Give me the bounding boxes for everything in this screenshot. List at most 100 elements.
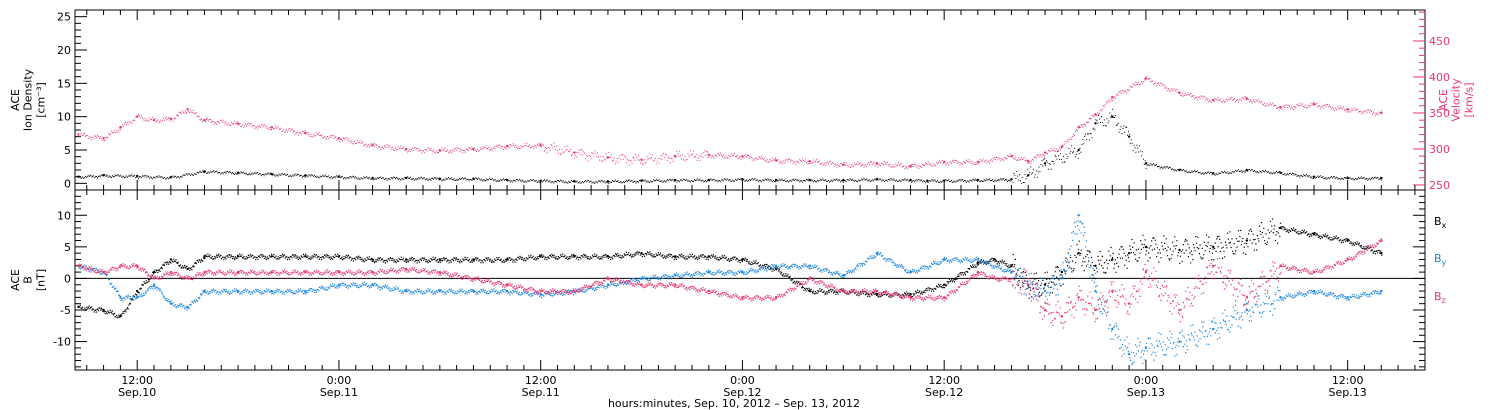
axis-label-line: Velocity: [1450, 78, 1463, 122]
series-bz: [77, 238, 1383, 329]
x-tick-date-label: Sep.13: [1127, 386, 1165, 399]
data-point: [1094, 289, 1097, 293]
legend-symbol: B: [1434, 215, 1442, 228]
series-trace: [78, 108, 1383, 185]
data-point: [539, 144, 542, 147]
axis-label-line: Ion Density: [22, 68, 35, 131]
data-point: [1043, 289, 1047, 293]
data-point: [1060, 277, 1064, 280]
legend-symbol: B: [1434, 252, 1442, 265]
series-velocity: [77, 76, 1383, 170]
data-point: [976, 261, 980, 264]
x-tick-date-label: Sep.12: [925, 386, 963, 399]
data-point: [1111, 289, 1114, 293]
data-point: [1111, 95, 1114, 99]
data-point: [1346, 108, 1349, 111]
data-point: [1077, 148, 1080, 152]
left-tick-label: -10: [53, 336, 71, 349]
legend-entry-Bx: Bx: [1434, 215, 1447, 230]
bottom-plot-frame: [74, 189, 1426, 371]
axis-label-line: [nT]: [34, 269, 47, 291]
axis-label-line: ACE: [9, 89, 22, 111]
axis-label-line: [km/s]: [1462, 82, 1475, 117]
data-point: [152, 283, 156, 286]
right-tick-label: 250: [1429, 179, 1450, 192]
data-point: [1211, 245, 1215, 249]
legend-subscript: y: [1442, 258, 1447, 267]
data-point: [606, 156, 610, 159]
legend-entry-Bz: Bz: [1434, 290, 1446, 305]
data-point: [1077, 214, 1080, 217]
data-point: [1060, 145, 1064, 148]
left-tick-label: 0: [64, 272, 71, 285]
axis-label-line: [cm⁻³]: [34, 82, 47, 118]
left-tick-label: 25: [57, 11, 71, 24]
x-tick-date-label: Sep.11: [522, 386, 560, 399]
data-point: [1094, 122, 1097, 125]
series-trace: [78, 76, 1383, 170]
axis-label-line: ACE: [1437, 89, 1450, 111]
axis-label-line: ACE: [9, 269, 22, 291]
x-tick-date-label: Sep.10: [118, 386, 156, 399]
bottom-axis-label: ACEB[nT]: [9, 269, 47, 291]
data-point: [1043, 162, 1047, 165]
x-tick-time-label: 0:00: [1134, 374, 1159, 387]
left-tick-label: 5: [64, 144, 71, 157]
data-point: [77, 264, 80, 267]
left-tick-label: 10: [57, 111, 71, 124]
left-tick-label: 0: [64, 177, 71, 190]
series-trace: [78, 238, 1383, 329]
x-tick-time-label: 12:00: [121, 374, 153, 387]
x-tick-time-label: 0:00: [327, 374, 352, 387]
data-point: [1211, 264, 1215, 267]
legend-subscript: x: [1442, 221, 1447, 230]
data-point: [1178, 340, 1181, 343]
right-tick-label: 350: [1429, 107, 1450, 120]
top-right-axis-label: ACEVelocity[km/s]: [1437, 78, 1475, 122]
top-left-axis-label: ACEIon Density[cm⁻³]: [9, 68, 47, 131]
left-tick-label: 15: [57, 77, 71, 90]
x-tick-time-label: 12:00: [1332, 374, 1364, 387]
x-tick-time-label: 12:00: [525, 374, 557, 387]
data-point: [1144, 162, 1148, 165]
right-tick-label: 400: [1429, 71, 1450, 84]
data-point: [1245, 239, 1248, 242]
x-axis: 12:00Sep.100:00Sep.1112:00Sep.110:00Sep.…: [86, 10, 1416, 399]
right-tick-label: 450: [1429, 35, 1450, 48]
series-trace: [78, 220, 1383, 366]
x-axis-title: hours:minutes, Sep. 10, 2012 – Sep. 13, …: [608, 397, 860, 410]
data-point: [808, 160, 811, 163]
data-point: [1043, 308, 1047, 312]
x-tick-date-label: Sep.13: [1329, 386, 1367, 399]
x-tick-time-label: 0:00: [730, 374, 755, 387]
left-tick-label: 5: [64, 241, 71, 254]
data-point: [1077, 296, 1080, 299]
data-point: [1027, 160, 1030, 163]
legend-entry-By: By: [1434, 252, 1447, 267]
data-point: [1127, 251, 1131, 255]
top-plot-frame: [74, 9, 1426, 191]
data-point: [976, 270, 980, 274]
data-point: [203, 255, 206, 258]
data-point: [1111, 115, 1114, 118]
legend-symbol: B: [1434, 290, 1442, 303]
data-point: [1127, 353, 1131, 356]
left-tick-label: -5: [60, 304, 71, 317]
data-point: [1144, 270, 1148, 274]
data-point: [77, 133, 80, 136]
data-point: [1144, 245, 1148, 249]
x-tick-date-label: Sep.11: [320, 386, 358, 399]
x-tick-time-label: 12:00: [928, 374, 960, 387]
series-by: [77, 214, 1383, 366]
legend-subscript: z: [1442, 296, 1446, 305]
data-point: [1178, 308, 1181, 312]
series-ion-density: [77, 108, 1383, 185]
left-tick-label: 10: [57, 209, 71, 222]
left-tick-label: 20: [57, 44, 71, 57]
data-point: [337, 136, 341, 140]
axis-label-line: B: [22, 276, 35, 284]
data-point: [1127, 135, 1131, 138]
